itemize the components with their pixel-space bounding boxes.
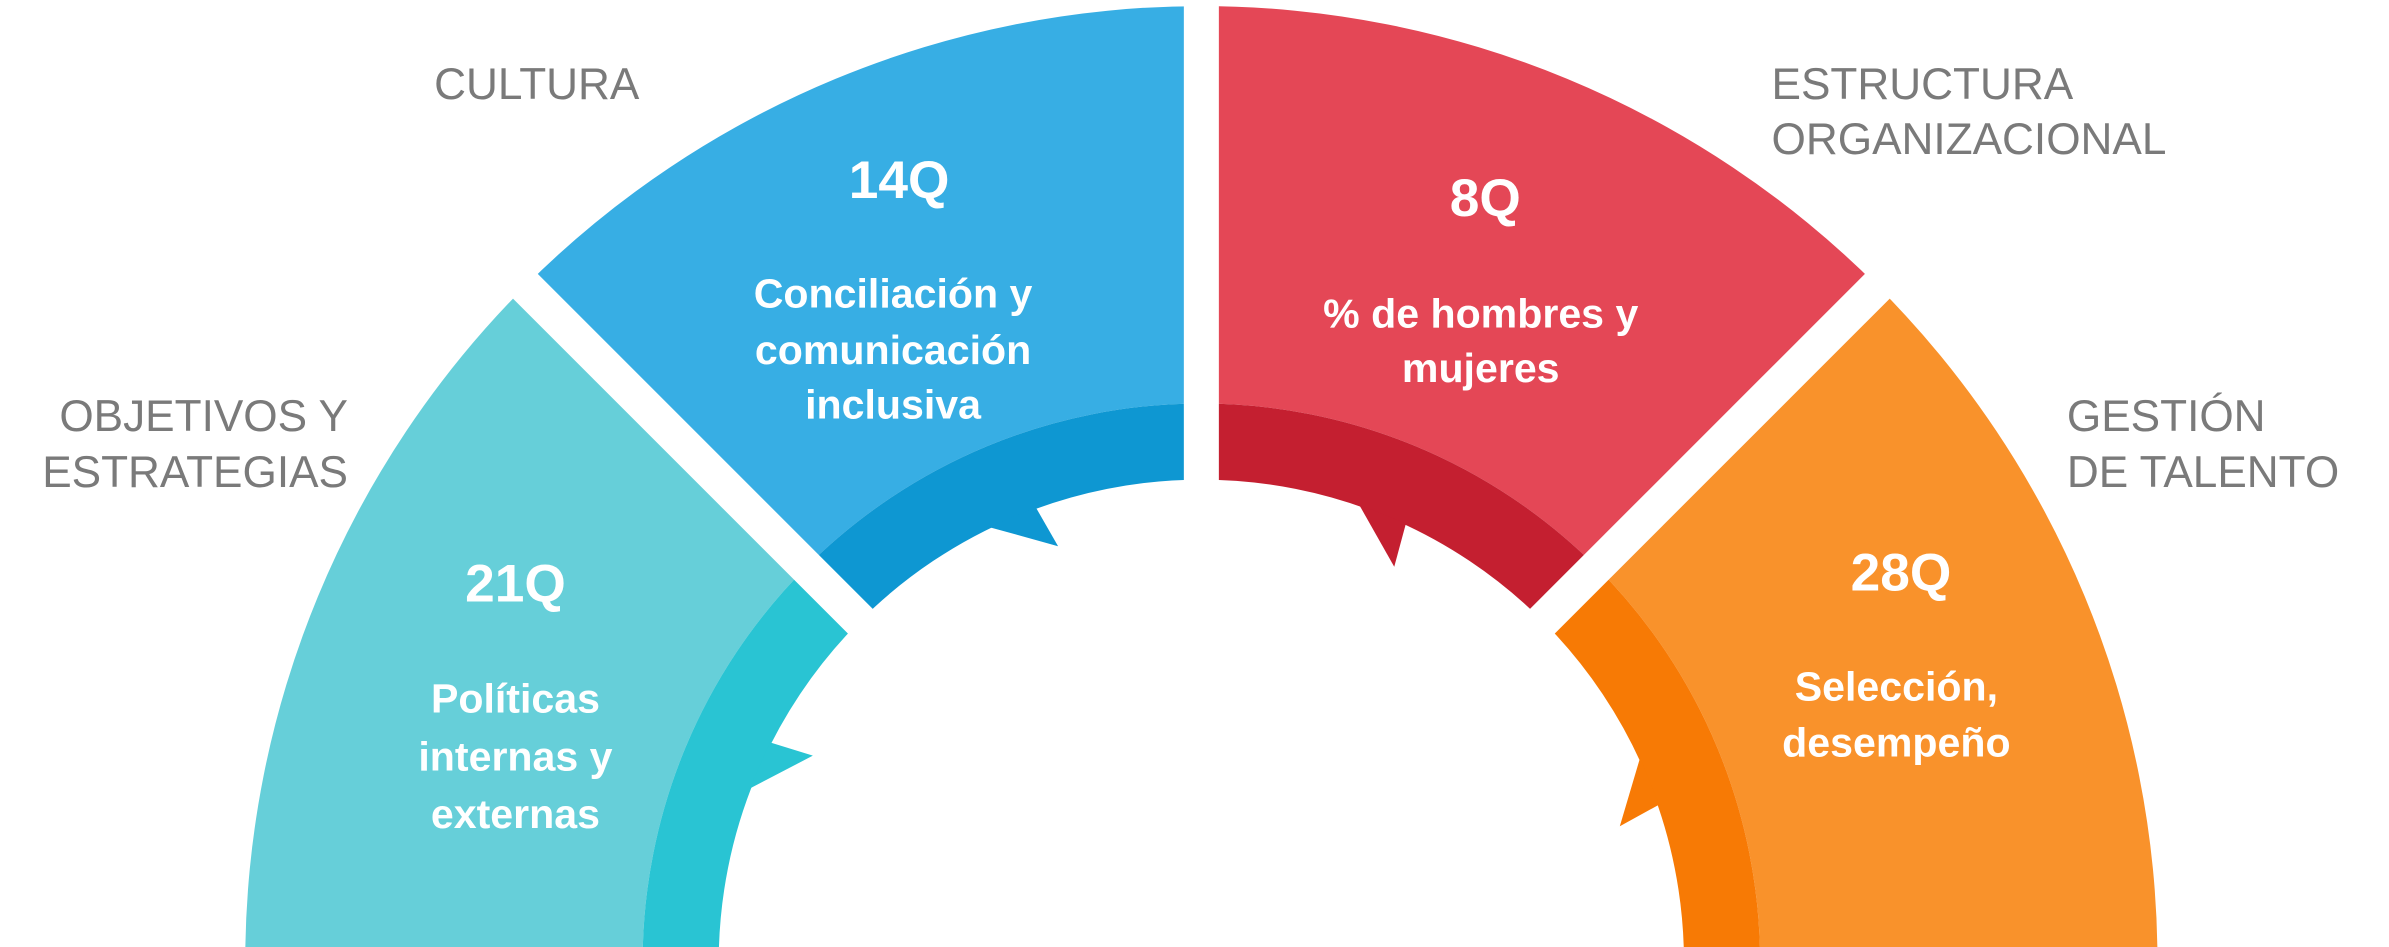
segment-label: OBJETIVOS Y: [59, 392, 348, 441]
segment-count: 21Q: [465, 554, 566, 613]
segment-count: 8Q: [1450, 169, 1521, 228]
segment-outer: [525, 6, 1202, 568]
segment-count: 28Q: [1851, 544, 1952, 603]
segment-label: ESTRATEGIAS: [42, 448, 348, 497]
gap: [1191, 252, 1912, 947]
segment-description: Selección,: [1795, 663, 1998, 709]
pointer: [989, 507, 1059, 547]
segment-inner-band: [1201, 403, 1597, 621]
segment-label: ORGANIZACIONAL: [1772, 115, 2167, 164]
segment-outer: [1201, 6, 1878, 568]
segment-description: mujeres: [1402, 345, 1560, 391]
segment-description: inclusiva: [805, 382, 982, 428]
segment-description: internas y: [418, 733, 612, 779]
segment-label: CULTURA: [434, 60, 640, 109]
segment-description: % de hombres y: [1323, 290, 1638, 336]
pointer: [1358, 504, 1406, 567]
segment-description: comunicación: [755, 327, 1031, 373]
segment-description: desempeño: [1782, 720, 2010, 766]
segment-label: ESTRUCTURA: [1772, 60, 2074, 109]
segment-inner-band: [1542, 567, 1760, 947]
segment-description: Conciliación y: [754, 271, 1033, 317]
segment-label: DE TALENTO: [2067, 448, 2339, 497]
gap: [491, 252, 1211, 947]
pointer: [749, 742, 813, 789]
segment-label: GESTIÓN: [2067, 392, 2266, 441]
pointer: [1619, 757, 1660, 827]
segment-inner-band: [806, 403, 1202, 621]
segment-description: Políticas: [431, 676, 600, 722]
segment-inner-band: [642, 567, 861, 947]
segment-description: externas: [431, 791, 600, 837]
segment-count: 14Q: [849, 151, 950, 210]
